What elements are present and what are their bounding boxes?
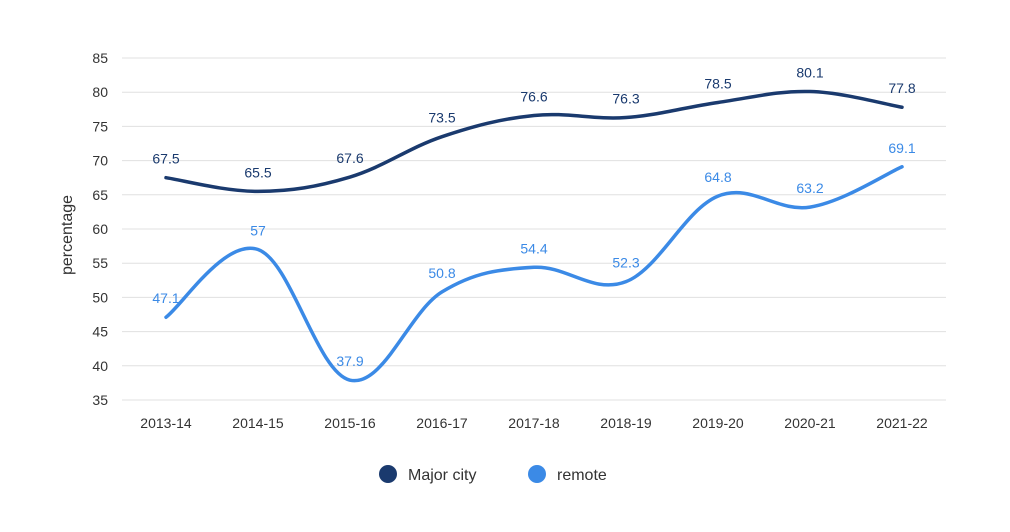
legend: Major city remote — [379, 465, 607, 484]
x-axis-ticks: 2013-14 2014-15 2015-16 2016-17 2017-18 2018-… — [140, 415, 928, 431]
y-tick-label: 55 — [92, 255, 108, 271]
y-tick-label: 60 — [92, 221, 108, 237]
legend-label: Major city — [408, 467, 476, 484]
data-label: 73.5 — [428, 110, 455, 126]
data-labels: 67.5 65.5 67.6 73.5 76.6 76.3 78.5 80.1 77.8 47.1… — [152, 65, 915, 370]
data-label: 54.4 — [520, 240, 547, 256]
x-tick-label: 2015-16 — [324, 415, 376, 431]
y-tick-label: 80 — [92, 84, 108, 100]
data-label: 52.3 — [612, 255, 639, 271]
x-tick-label: 2020-21 — [784, 415, 836, 431]
y-axis-ticks: 35 40 45 50 55 60 65 70 75 80 85 — [92, 50, 108, 408]
y-tick-label: 40 — [92, 358, 108, 374]
series-line-1 — [164, 165, 904, 383]
data-label: 69.1 — [888, 140, 915, 156]
y-tick-label: 45 — [92, 324, 108, 340]
y-tick-label: 65 — [92, 187, 108, 203]
data-label: 57 — [250, 223, 266, 239]
data-label: 64.8 — [704, 169, 731, 185]
x-tick-label: 2013-14 — [140, 415, 192, 431]
data-label: 77.8 — [888, 80, 915, 96]
legend-label: remote — [557, 467, 607, 484]
data-label: 47.1 — [152, 290, 179, 306]
data-label: 78.5 — [704, 75, 731, 91]
data-label: 65.5 — [244, 164, 271, 180]
data-label: 67.6 — [336, 150, 363, 166]
y-tick-label: 50 — [92, 289, 108, 305]
series-line-0 — [164, 89, 904, 194]
y-tick-label: 75 — [92, 118, 108, 134]
legend-marker — [379, 465, 397, 483]
y-tick-label: 85 — [92, 50, 108, 66]
legend-marker — [528, 465, 546, 483]
data-label: 37.9 — [336, 353, 363, 369]
series-lines — [164, 89, 904, 383]
x-tick-label: 2017-18 — [508, 415, 560, 431]
x-tick-label: 2018-19 — [600, 415, 652, 431]
x-tick-label: 2016-17 — [416, 415, 468, 431]
data-label: 76.3 — [612, 91, 639, 107]
data-label: 76.6 — [520, 88, 547, 104]
data-label: 67.5 — [152, 151, 179, 167]
data-label: 80.1 — [796, 65, 823, 81]
gridlines — [122, 57, 946, 401]
data-label: 50.8 — [428, 265, 455, 281]
y-axis-label: percentage — [59, 195, 76, 275]
y-tick-label: 35 — [92, 392, 108, 408]
x-tick-label: 2019-20 — [692, 415, 744, 431]
x-tick-label: 2014-15 — [232, 415, 284, 431]
data-label: 63.2 — [796, 180, 823, 196]
y-tick-label: 70 — [92, 153, 108, 169]
x-tick-label: 2021-22 — [876, 415, 928, 431]
